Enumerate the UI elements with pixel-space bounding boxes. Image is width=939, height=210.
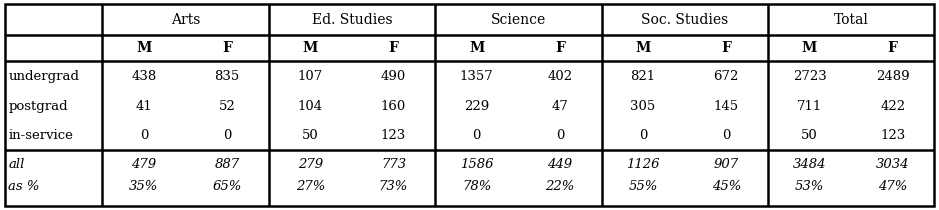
Text: Arts: Arts (171, 13, 200, 27)
Text: 2723: 2723 (793, 70, 826, 83)
Text: 1126: 1126 (626, 159, 660, 172)
Text: 3484: 3484 (793, 159, 826, 172)
Text: 887: 887 (214, 159, 239, 172)
Text: 22%: 22% (546, 180, 575, 193)
Text: M: M (636, 41, 651, 55)
Text: 41: 41 (135, 100, 152, 113)
Text: Ed. Studies: Ed. Studies (312, 13, 393, 27)
Text: 45%: 45% (712, 180, 741, 193)
Text: postgrad: postgrad (8, 100, 68, 113)
Text: 279: 279 (298, 159, 323, 172)
Text: 145: 145 (714, 100, 739, 113)
Text: Total: Total (834, 13, 869, 27)
Text: 0: 0 (223, 129, 231, 142)
Text: 52: 52 (219, 100, 236, 113)
Text: 104: 104 (298, 100, 323, 113)
Text: M: M (302, 41, 318, 55)
Text: F: F (887, 41, 898, 55)
Text: M: M (469, 41, 485, 55)
Text: in-service: in-service (8, 129, 73, 142)
Text: 438: 438 (131, 70, 157, 83)
Text: 123: 123 (381, 129, 407, 142)
Text: M: M (136, 41, 151, 55)
Text: 402: 402 (547, 70, 573, 83)
Text: 35%: 35% (130, 180, 159, 193)
Text: 490: 490 (381, 70, 407, 83)
Text: F: F (555, 41, 565, 55)
Text: 711: 711 (797, 100, 823, 113)
Text: 773: 773 (381, 159, 406, 172)
Text: all: all (8, 159, 24, 172)
Text: Science: Science (491, 13, 546, 27)
Text: 229: 229 (464, 100, 489, 113)
Text: 2489: 2489 (876, 70, 910, 83)
Text: 479: 479 (131, 159, 157, 172)
Text: 821: 821 (631, 70, 655, 83)
Text: 0: 0 (472, 129, 481, 142)
Text: 1586: 1586 (460, 159, 494, 172)
Text: 1357: 1357 (460, 70, 494, 83)
Text: 47%: 47% (878, 180, 907, 193)
Text: 835: 835 (214, 70, 239, 83)
Text: 672: 672 (714, 70, 739, 83)
Text: 53%: 53% (794, 180, 824, 193)
Text: 907: 907 (714, 159, 739, 172)
Text: 123: 123 (880, 129, 905, 142)
Text: F: F (721, 41, 731, 55)
Text: 55%: 55% (628, 180, 658, 193)
Text: 0: 0 (722, 129, 731, 142)
Text: 27%: 27% (296, 180, 325, 193)
Text: F: F (389, 41, 398, 55)
Text: 449: 449 (547, 159, 573, 172)
Text: as %: as % (8, 180, 40, 193)
Text: 0: 0 (556, 129, 564, 142)
Text: 422: 422 (880, 100, 905, 113)
Text: 305: 305 (630, 100, 655, 113)
Text: 3034: 3034 (876, 159, 910, 172)
Text: 47: 47 (551, 100, 568, 113)
Text: 65%: 65% (212, 180, 241, 193)
Text: 78%: 78% (462, 180, 491, 193)
Text: 107: 107 (298, 70, 323, 83)
Text: 50: 50 (801, 129, 818, 142)
Text: 0: 0 (140, 129, 148, 142)
Text: undergrad: undergrad (8, 70, 80, 83)
Text: 0: 0 (639, 129, 647, 142)
Text: F: F (223, 41, 232, 55)
Text: 160: 160 (381, 100, 407, 113)
Text: Soc. Studies: Soc. Studies (641, 13, 729, 27)
Text: 73%: 73% (378, 180, 408, 193)
Text: 50: 50 (302, 129, 318, 142)
Text: M: M (802, 41, 817, 55)
